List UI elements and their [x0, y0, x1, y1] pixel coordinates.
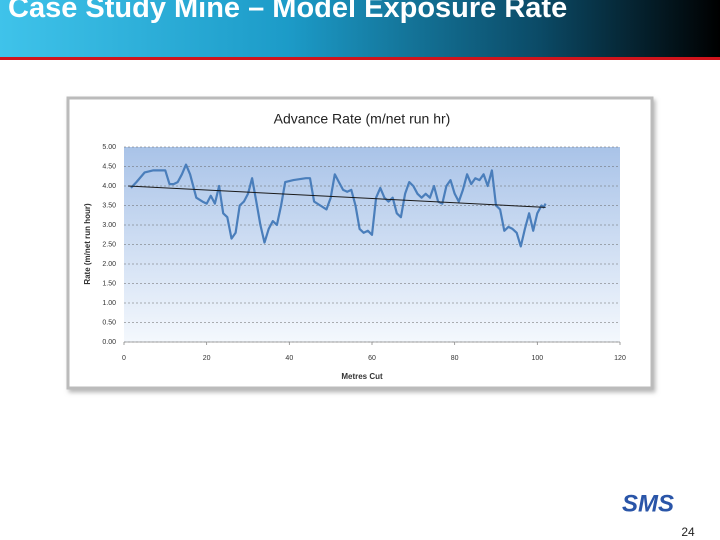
- trend-line: [128, 185, 546, 208]
- chart-title: Advance Rate (m/net run hr): [274, 111, 451, 127]
- y-tick-label: 0.00: [102, 339, 116, 346]
- data-line: [130, 163, 547, 248]
- x-tick-label: 0: [122, 355, 126, 362]
- x-tick-label: 40: [285, 355, 293, 362]
- logo: SMS: [622, 490, 674, 517]
- x-tick-label: 100: [531, 355, 543, 362]
- y-tick-label: 4.00: [102, 183, 116, 190]
- y-tick-label: 1.50: [102, 280, 116, 287]
- x-tick-label: 60: [368, 355, 376, 362]
- y-tick-label: 0.50: [102, 319, 116, 326]
- y-axis-label: Rate (m/net run hour): [83, 203, 92, 285]
- y-tick-label: 3.50: [102, 202, 116, 209]
- x-tick-label: 20: [203, 355, 211, 362]
- y-tick-label: 2.50: [102, 241, 116, 248]
- header-bar: Case Study Mine – Model Exposure Rate: [0, 0, 720, 60]
- y-tick-label: 1.00: [102, 300, 116, 307]
- y-tick-label: 3.00: [102, 222, 116, 229]
- page-number: 24: [681, 525, 695, 539]
- y-tick-label: 5.00: [102, 144, 116, 151]
- x-axis-label: Metres Cut: [341, 372, 383, 381]
- y-tick-label: 4.50: [102, 163, 116, 170]
- x-tick-label: 80: [451, 355, 459, 362]
- x-tick-label: 120: [614, 355, 626, 362]
- slide-title: Case Study Mine – Model Exposure Rate: [8, 0, 568, 24]
- y-tick-label: 2.00: [102, 261, 116, 268]
